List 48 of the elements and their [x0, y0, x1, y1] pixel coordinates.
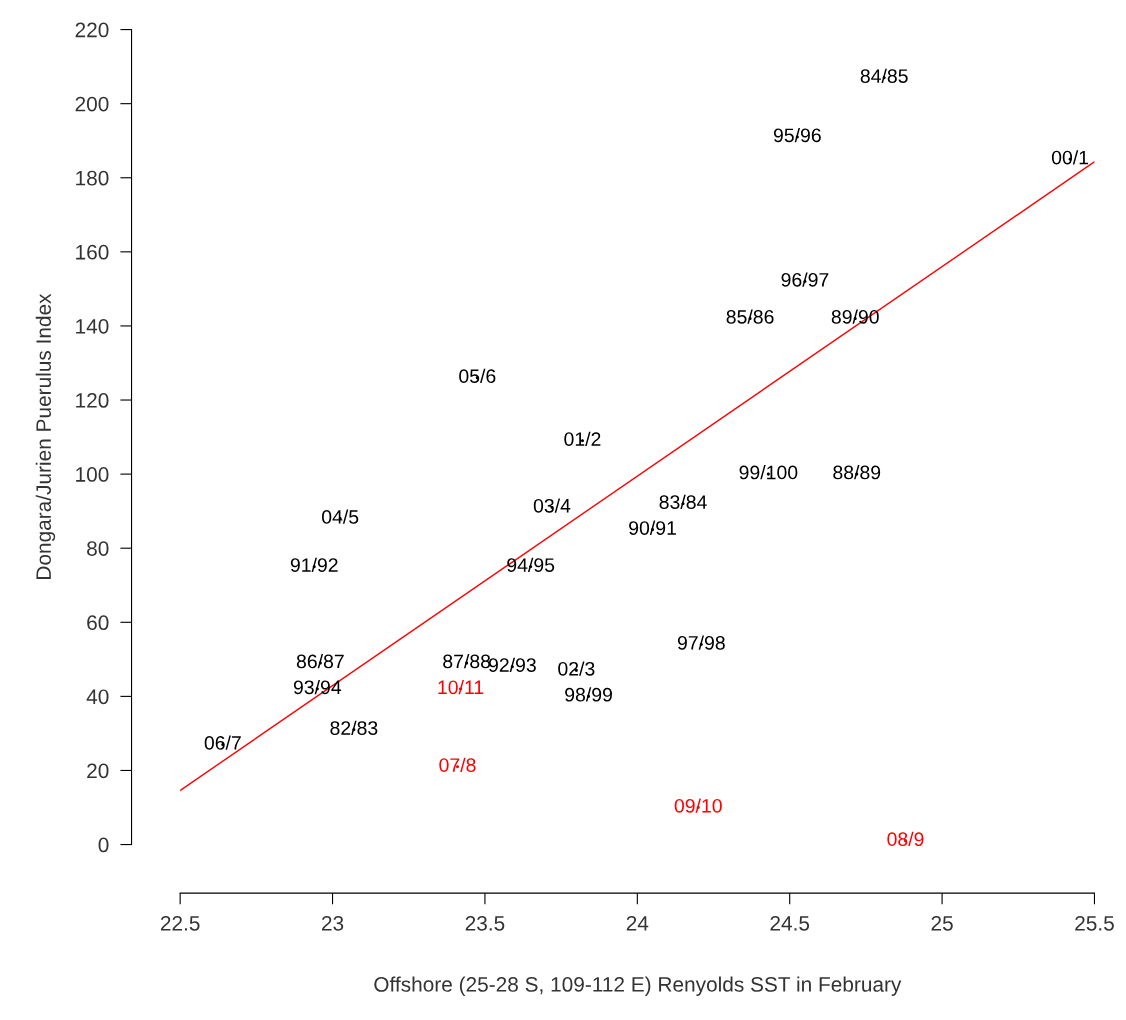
annotation: 87/88 [443, 653, 491, 669]
annotation: 83/84 [659, 494, 707, 509]
annotation: 08/9 [887, 831, 924, 847]
annotation: 04/5 [322, 509, 359, 524]
y-tick-label: 120 [76, 393, 109, 408]
x-tick-label: 22.5 [160, 915, 200, 931]
annotation: 97/98 [677, 635, 725, 650]
x-tick-label: 24 [626, 915, 649, 931]
annotation: 99/100 [739, 465, 798, 480]
annotation: 86/87 [296, 653, 344, 669]
x-tick-label: 24.5 [770, 915, 810, 931]
annotation: 10/11 [438, 679, 484, 695]
annotation: 95/96 [773, 127, 821, 143]
y-tick-label: 140 [76, 318, 109, 334]
y-tick-label: 0 [98, 837, 109, 853]
annotation: 94/95 [507, 557, 555, 572]
y-tick-label: 60 [87, 615, 109, 631]
annotation: 85/86 [726, 309, 774, 324]
annotation: 91/92 [290, 557, 338, 572]
y-tick-label: 160 [76, 244, 109, 260]
annotation: 84/85 [860, 68, 908, 83]
x-tick-label: 25.5 [1075, 915, 1114, 931]
annotation: 88/89 [833, 465, 881, 480]
annotation: 02/3 [558, 661, 595, 676]
y-tick-label: 40 [86, 689, 109, 705]
annotation: 01/2 [564, 431, 601, 446]
annotation: 00/1 [1051, 150, 1089, 165]
y-tick-label: 200 [75, 96, 109, 112]
annotation: 05/6 [459, 368, 496, 384]
annotation: 03/4 [533, 498, 571, 513]
annotation: 92/93 [488, 657, 536, 672]
annotation: 98/99 [565, 687, 612, 702]
y-tick-label: 180 [76, 170, 109, 186]
annotation: 82/83 [330, 720, 378, 735]
annotation: 09/10 [674, 798, 722, 813]
y-tick-label: 80 [87, 541, 109, 556]
y-tick-label: 220 [75, 22, 109, 38]
annotation: 06/7 [204, 735, 241, 750]
x-axis-title: Offshore (25-28 S, 109-112 E) Renyolds SST in February [374, 976, 902, 996]
annotation: 07/8 [439, 757, 476, 772]
annotation: 90/91 [629, 520, 676, 535]
y-axis-title: Dongara/Jurien Puerulus Index [35, 293, 56, 579]
y-tick-label: 20 [87, 763, 109, 779]
x-tick-label: 25 [931, 915, 953, 931]
y-tick-label: 100 [76, 467, 109, 482]
annotation: 96/97 [781, 272, 829, 287]
x-tick-label: 23 [322, 915, 344, 931]
x-tick-label: 23.5 [465, 915, 505, 931]
